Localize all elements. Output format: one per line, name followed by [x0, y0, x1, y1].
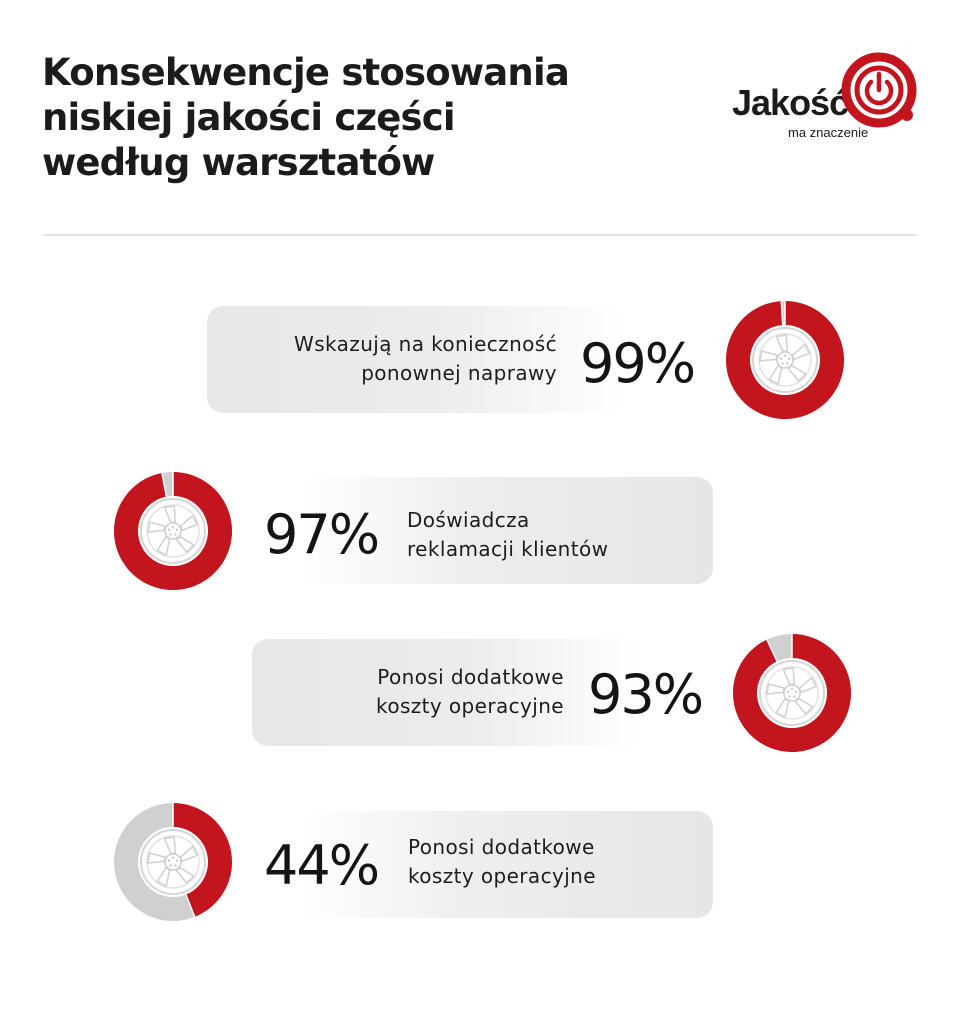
stat-card-3: [252, 639, 642, 746]
wheel-rim-inner: [765, 666, 819, 720]
stat-label-1-line-1: Wskazują na konieczność: [294, 332, 557, 356]
power-icon: [841, 52, 917, 128]
stat-value-1: 99%: [580, 332, 696, 395]
logo-tagline: ma znaczenie: [788, 125, 869, 140]
stat-label-2-line-2: reklamacji klientów: [407, 537, 609, 561]
donut-chart-3: [733, 634, 851, 752]
stat-label-4: Ponosi dodatkowe koszty operacyjne: [408, 833, 596, 891]
stat-label-2-line-1: Doświadcza: [407, 508, 530, 532]
donut-chart-2: [114, 472, 232, 590]
wheel-bolt: [169, 864, 172, 867]
wheel-bolt: [779, 357, 783, 360]
stat-value-4: 44%: [264, 834, 380, 897]
stat-label-1-line-2: ponownej naprawy: [361, 361, 557, 385]
stat-label-3-line-2: koszty operacyjne: [376, 694, 564, 718]
stat-value-2: 97%: [264, 503, 380, 566]
wheel-bolt: [167, 528, 171, 531]
stat-label-3: Ponosi dodatkowe koszty operacyjne: [300, 663, 564, 721]
stat-value-3: 93%: [588, 663, 704, 726]
wheel-bolt: [783, 354, 787, 357]
wheel-hub: [164, 522, 182, 540]
wheel-bolt: [793, 695, 796, 698]
wheel-bolt: [786, 362, 789, 365]
title-line-2: niskiej jakości części: [42, 96, 456, 139]
wheel-bolt: [787, 357, 791, 360]
wheel-bolt: [171, 525, 175, 528]
wheel-bolt: [786, 690, 790, 693]
wheel-bolt: [167, 859, 171, 862]
brand-logo: Jakość ma znaczenie: [728, 52, 928, 142]
divider: [44, 234, 916, 236]
wheel-hub: [783, 684, 801, 702]
wheel-bolt: [788, 695, 791, 698]
stat-label-3-line-1: Ponosi dodatkowe: [377, 665, 564, 689]
stat-label-4-line-1: Ponosi dodatkowe: [408, 835, 595, 859]
wheel-hub: [776, 351, 794, 369]
wheel-bolt: [171, 856, 175, 859]
wheel-bolt: [175, 859, 179, 862]
wheel-rim-inner: [146, 835, 200, 889]
stat-card-1: [207, 306, 627, 413]
donut-separator: [766, 639, 779, 663]
wheel-bolt: [175, 528, 179, 531]
logo-word: Jakość: [732, 82, 849, 123]
title-line-1: Konsekwencje stosowania: [42, 51, 570, 94]
wheel-hub: [164, 853, 182, 871]
stat-label-4-line-2: koszty operacyjne: [408, 864, 596, 888]
stat-card-4: [300, 811, 713, 918]
wheel-bolt: [174, 864, 177, 867]
stat-card-2: [300, 477, 713, 584]
donut-separator: [161, 472, 168, 498]
stat-label-2: Doświadcza reklamacji klientów: [407, 506, 608, 564]
wheel-bolt: [790, 687, 794, 690]
donut-separator: [780, 301, 784, 327]
donut-chart-1: [726, 301, 844, 419]
page-title: Konsekwencje stosowania niskiej jakości …: [42, 50, 662, 185]
wheel-bolt: [169, 533, 172, 536]
wheel-rim-inner: [146, 504, 200, 558]
title-line-3: według warsztatów: [42, 141, 435, 184]
wheel-bolt: [781, 362, 784, 365]
wheel-bolt: [174, 533, 177, 536]
wheel-rim-inner: [758, 333, 812, 387]
donut-chart-4: [114, 803, 232, 921]
donut-separator: [184, 893, 196, 918]
wheel-bolt: [794, 690, 798, 693]
stat-label-1: Wskazują na konieczność ponownej naprawy: [240, 330, 557, 388]
